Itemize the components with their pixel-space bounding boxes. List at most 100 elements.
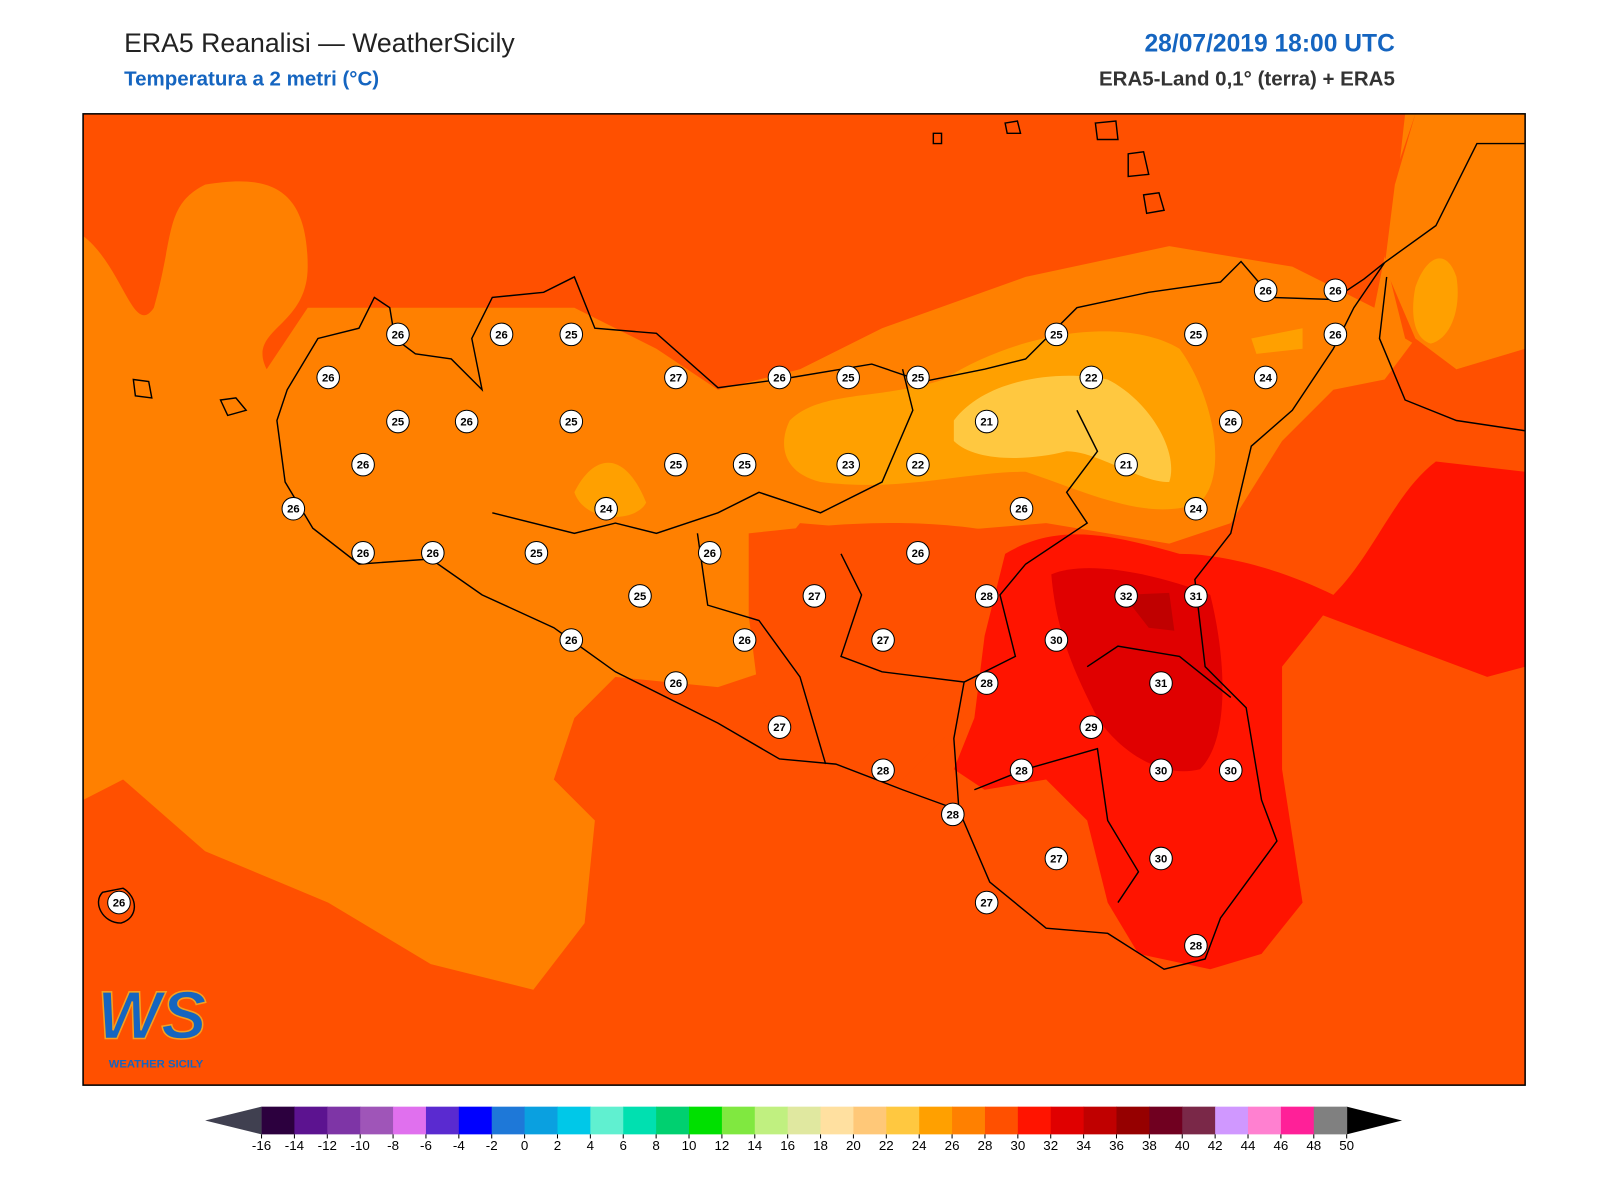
- station-value: 30: [1225, 765, 1238, 777]
- station-value: 25: [634, 591, 647, 603]
- colorbar-segment: [721, 1106, 756, 1135]
- station-value: 26: [357, 548, 370, 560]
- colorbar-segment: [491, 1106, 526, 1135]
- colorbar-label: 48: [1306, 1138, 1321, 1153]
- station-value: 29: [1085, 722, 1098, 734]
- logo-mark: WS: [97, 978, 206, 1053]
- station-marker: [107, 890, 131, 915]
- station-marker: [454, 409, 479, 434]
- station-value: 25: [565, 417, 578, 429]
- title: ERA5 Reanalisi — WeatherSicily: [124, 28, 515, 58]
- station-marker: [871, 628, 895, 652]
- station-marker: [697, 541, 722, 565]
- station-value: 25: [392, 417, 405, 429]
- station-marker: [1184, 322, 1208, 347]
- station-marker: [767, 715, 792, 739]
- colorbar-label: -14: [285, 1138, 305, 1153]
- station-value: 26: [357, 460, 370, 472]
- colorbar-segment: [656, 1106, 690, 1135]
- station-marker: [974, 409, 999, 434]
- station-marker: [732, 628, 757, 652]
- colorbar-segment: [787, 1106, 822, 1135]
- colorbar-label: 12: [714, 1138, 729, 1153]
- station-value: 22: [1085, 372, 1098, 384]
- colorbar-segment: [557, 1106, 591, 1135]
- station-marker: [1184, 933, 1208, 958]
- station-marker: [1253, 365, 1278, 390]
- station-value: 26: [1329, 329, 1342, 341]
- station-marker: [559, 409, 584, 434]
- station-marker: [421, 541, 445, 565]
- station-value: 26: [495, 329, 508, 341]
- colorbar-label: 8: [652, 1138, 659, 1153]
- colorbar-segment: [294, 1106, 328, 1135]
- station-value: 26: [322, 372, 335, 384]
- station-value: 25: [670, 460, 683, 472]
- station-marker: [1184, 584, 1208, 608]
- colorbar-label: -8: [387, 1138, 399, 1153]
- station-value: 30: [1050, 635, 1063, 647]
- station-marker: [628, 584, 652, 608]
- colorbar-segment: [1116, 1106, 1150, 1135]
- station-value: 25: [530, 548, 543, 560]
- station-marker: [1079, 365, 1104, 390]
- station-value: 21: [980, 417, 993, 429]
- station-marker: [1044, 628, 1069, 652]
- colorbar-segment: [1215, 1106, 1249, 1135]
- station-value: 26: [1329, 285, 1342, 297]
- colorbar-label: 10: [682, 1138, 697, 1153]
- colorbar-segment: [1182, 1106, 1216, 1135]
- colorbar-segment: [425, 1106, 460, 1135]
- colorbar-label: 34: [1076, 1138, 1091, 1153]
- station-value: 22: [912, 460, 925, 472]
- colorbar-segment: [393, 1106, 427, 1135]
- station-marker: [664, 452, 688, 477]
- station-marker: [974, 584, 999, 608]
- station-marker: [1114, 452, 1138, 477]
- colorbar-label: 20: [846, 1138, 861, 1153]
- colorbar-label: 14: [747, 1138, 762, 1153]
- station-marker: [559, 628, 584, 652]
- station-value: 26: [1259, 285, 1272, 297]
- colorbar-segment: [360, 1106, 394, 1135]
- station-marker: [1323, 278, 1348, 303]
- map-frame: [82, 113, 1526, 1086]
- colorbar-segment: [853, 1106, 887, 1135]
- station-marker: [1149, 846, 1173, 871]
- colorbar-segment: [820, 1106, 854, 1135]
- colorbar-label: 22: [879, 1138, 894, 1153]
- colorbar-segment: [1149, 1106, 1183, 1135]
- station-value: 25: [738, 460, 751, 472]
- station-marker: [941, 802, 965, 827]
- colorbar-segment: [886, 1106, 920, 1135]
- station-marker: [767, 365, 792, 390]
- colorbar-label: 24: [912, 1138, 927, 1153]
- colorbar-segment: [1280, 1106, 1315, 1135]
- colorbar-segment: [1248, 1106, 1282, 1135]
- station-marker: [664, 671, 688, 695]
- field: [1051, 568, 1223, 772]
- colorbar-segment: [1050, 1106, 1085, 1135]
- station-marker: [281, 496, 306, 521]
- station-value: 31: [1155, 678, 1168, 690]
- station-value: 26: [113, 898, 126, 910]
- station-marker: [386, 322, 410, 347]
- colorbar-segment: [327, 1106, 361, 1135]
- colorbar-segment: [590, 1106, 624, 1135]
- station-value: 27: [1050, 853, 1063, 865]
- colorbar-label: 18: [813, 1138, 828, 1153]
- station-marker: [1009, 758, 1034, 783]
- station-value: 30: [1155, 765, 1168, 777]
- station-value: 25: [1050, 329, 1063, 341]
- station-value: 24: [600, 504, 613, 516]
- station-marker: [1149, 758, 1173, 783]
- station-marker: [871, 758, 895, 783]
- station-marker: [386, 409, 410, 434]
- station-marker: [1253, 278, 1278, 303]
- station-value: 27: [773, 722, 786, 734]
- station-value: 24: [1190, 504, 1203, 516]
- station-marker: [524, 541, 549, 565]
- colorbar-segment: [984, 1106, 1019, 1135]
- colorbar-label: 0: [521, 1138, 528, 1153]
